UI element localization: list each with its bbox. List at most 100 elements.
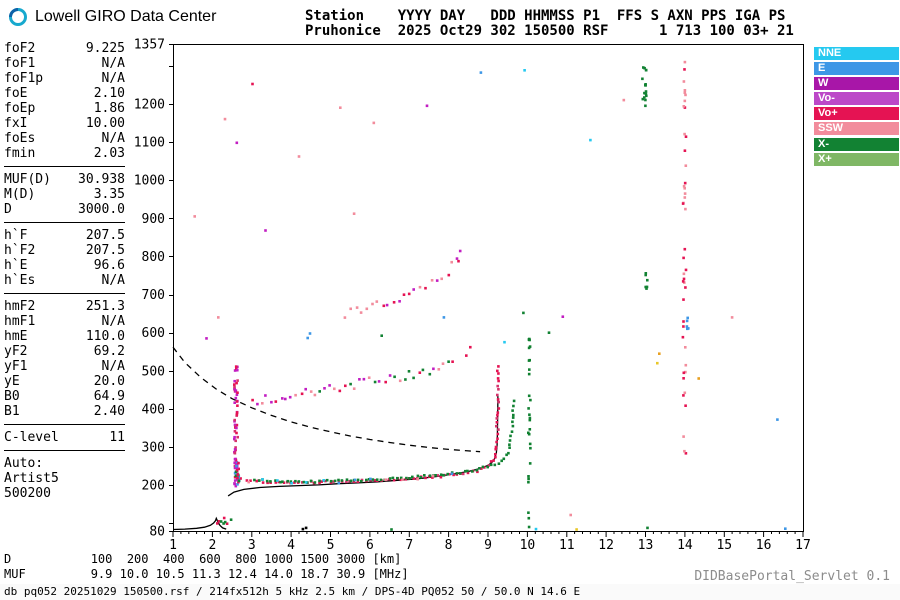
param-value: N/A [101,71,125,86]
param-row-clevel: C-level 11 [4,430,125,445]
param-row-hes: h`Es N/A [4,273,125,288]
param-value: N/A [101,131,125,146]
param-value: N/A [101,273,125,288]
param-label: foE [4,86,28,101]
echo-direction-legend: NNE E W Vo- Vo+ SSW X- X+ [814,47,899,168]
param-value: 64.9 [93,389,125,404]
param-row-b1: B1 2.40 [4,404,125,419]
echo-trace-second-hop [251,360,454,406]
y-tick-label: 200 [142,479,165,494]
param-label: D [4,202,12,217]
logo-text: Lowell GIRO Data Center [35,8,217,25]
param-label: h`E [4,258,28,273]
echo-trace-f-layer-o-mode [235,365,501,485]
param-value: 2.40 [93,404,125,419]
param-row-fmin: fmin 2.03 [4,146,125,161]
station-header-columns: Station YYYY DAY DDD HHMMSS P1 FFS S AXN… [305,8,786,24]
param-value: 110.0 [85,329,125,344]
x-tick-label: 10 [520,538,536,553]
x-tick-label: 5 [327,538,335,553]
param-row-foep: foEp 1.86 [4,101,125,116]
y-tick-label: 80 [149,525,165,540]
param-label: MUF(D) [4,172,51,187]
x-tick-label: 12 [598,538,614,553]
x-tick-label: 17 [795,538,811,553]
echo-column-rfi-13mhz-top [641,66,648,108]
y-tick-label: 300 [142,441,165,456]
x-tick-label: 9 [484,538,492,553]
echo-column-rfi-13mhz-mid [644,272,649,290]
echo-trace-f-layer-mixed-polarization [247,472,454,485]
param-row-fof1: foF1 N/A [4,56,125,71]
param-label: foF1 [4,56,36,71]
param-row-hf2: h`F2 207.5 [4,243,125,258]
station-header-values: Pruhonice 2025 Oct29 302 150500 RSF 1 71… [305,23,794,39]
noise-echoes [193,69,787,531]
param-label: foF2 [4,41,36,56]
param-value: 69.2 [93,344,125,359]
plot-frame [173,44,804,532]
param-row-hmf1: hmF1 N/A [4,314,125,329]
param-row-hf: h`F 207.5 [4,228,125,243]
param-label: C-level [4,430,59,445]
param-value: 2.10 [93,86,125,101]
param-value: 96.6 [93,258,125,273]
param-label: fmin [4,146,36,161]
param-label: hmE [4,329,28,344]
x-tick-label: 13 [638,538,654,553]
param-label: fxI [4,116,28,131]
param-label: yF1 [4,359,28,374]
param-value: 251.3 [85,299,125,314]
x-tick-label: 4 [287,538,295,553]
giro-globe-icon [9,8,27,26]
muf-transmission-curve [172,346,481,453]
param-value: 10.00 [85,116,125,131]
param-group-separator [4,293,125,294]
param-value: N/A [101,359,125,374]
param-group-separator [4,166,125,167]
param-row-hme: hmE 110.0 [4,329,125,344]
true-height-profile-e [172,516,227,531]
param-label: hmF2 [4,299,36,314]
param-row-d: D 3000.0 [4,202,125,217]
distance-row: D 100 200 400 600 800 1000 1500 3000 [km… [4,552,402,566]
param-group-separator [4,222,125,223]
param-label: foEs [4,131,36,146]
legend-item-vo: Vo- [814,92,899,105]
param-value: 3.35 [93,187,125,202]
legend-item-ssw: SSW [814,122,899,135]
param-row-fof1p: foF1p N/A [4,71,125,86]
param-label: yE [4,374,20,389]
y-tick-label: 1357 [134,38,165,53]
servlet-credit: DIDBasePortal_Servlet 0.1 [694,569,890,584]
x-tick-label: 14 [677,538,693,553]
scaled-parameters-panel: foF2 9.225 foF1 N/A foF1p N/A foE 2.10 foEp 1.86 f… [4,41,125,501]
y-tick-label: 400 [142,403,165,418]
legend-item-x: X- [814,138,899,151]
legend-item-vo: Vo+ [814,107,899,120]
status-bar: db pq052 20251029 150500.rsf / 214fx512h… [0,584,900,600]
param-value: 3000.0 [78,202,125,217]
x-tick-label: 8 [445,538,453,553]
param-value: 207.5 [85,243,125,258]
y-tick-label: 900 [142,212,165,227]
param-value: 30.938 [78,172,125,187]
echo-trace-third-hop [343,249,462,319]
param-label: foEp [4,101,36,116]
param-row-ye: yE 20.0 [4,374,125,389]
param-label: B0 [4,389,20,404]
autoscale-info-line: 500200 [4,486,51,501]
param-value: 9.225 [85,41,125,56]
param-value: N/A [101,314,125,329]
legend-item-x: X+ [814,153,899,166]
lowell-giro-logo: Lowell GIRO Data Center [7,6,216,28]
muf-row: MUF 9.9 10.0 10.5 11.3 12.4 14.0 18.7 30… [4,567,409,581]
param-value: N/A [101,56,125,71]
axis-ticks [169,44,804,537]
x-tick-label: 3 [248,538,256,553]
x-tick-label: 16 [756,538,772,553]
x-tick-label: 6 [366,538,374,553]
x-tick-label: 1 [169,538,177,553]
autoscale-info-line: Auto: [4,456,44,471]
